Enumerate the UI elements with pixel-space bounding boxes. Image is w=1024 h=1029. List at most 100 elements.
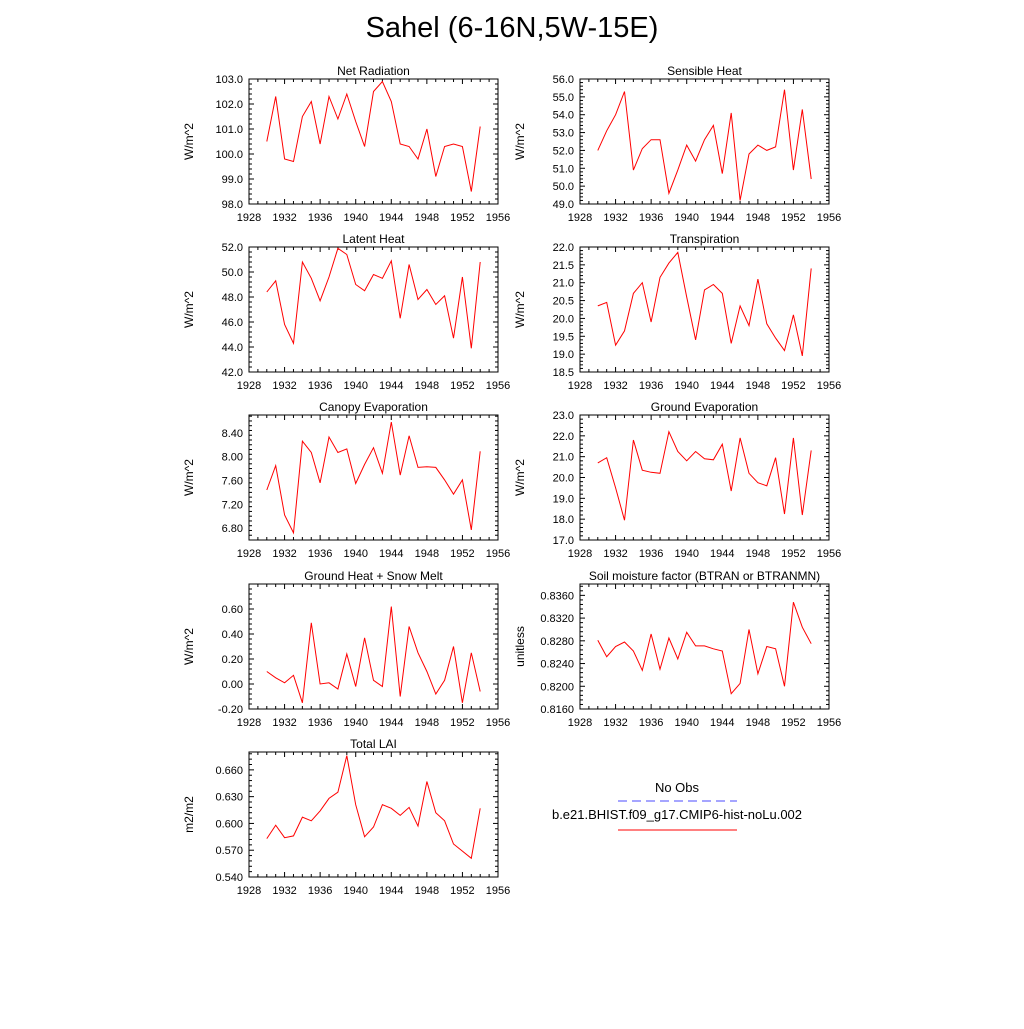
x-tick-label: 1956 — [817, 380, 841, 392]
y-tick-label: 0.8160 — [540, 704, 574, 716]
y-tick-label: 48.0 — [222, 292, 243, 304]
x-tick-label: 1932 — [603, 548, 627, 560]
y-tick-label: 0.630 — [215, 792, 243, 804]
y-tick-label: 0.8320 — [540, 613, 574, 625]
y-tick-label: 0.8200 — [540, 681, 574, 693]
x-tick-label: 1928 — [237, 717, 261, 729]
y-tick-label: 21.0 — [553, 452, 574, 464]
x-tick-label: 1928 — [237, 380, 261, 392]
x-tick-label: 1952 — [781, 380, 805, 392]
x-tick-label: 1944 — [379, 548, 403, 560]
panel-title: Total LAI — [350, 737, 397, 751]
y-tick-label: 0.40 — [222, 629, 243, 641]
x-tick-label: 1952 — [450, 212, 474, 224]
y-tick-label: 0.8360 — [540, 590, 574, 602]
y-tick-label: 49.0 — [553, 199, 574, 211]
y-tick-label: 7.60 — [222, 475, 243, 487]
x-tick-label: 1940 — [674, 548, 698, 560]
x-tick-label: 1936 — [639, 380, 663, 392]
y-tick-label: 0.20 — [222, 654, 243, 666]
x-tick-label: 1940 — [343, 212, 367, 224]
y-tick-label: 20.5 — [553, 296, 574, 308]
x-tick-label: 1956 — [817, 212, 841, 224]
y-tick-label: 18.5 — [553, 367, 574, 379]
x-tick-label: 1932 — [272, 380, 296, 392]
y-tick-label: 20.0 — [553, 473, 574, 485]
x-tick-label: 1948 — [415, 885, 439, 897]
x-tick-label: 1944 — [379, 212, 403, 224]
y-tick-label: 6.80 — [222, 523, 243, 535]
legend: No Obs b.e21.BHIST.f09_g17.CMIP6-hist-noL… — [552, 780, 802, 831]
x-tick-label: 1944 — [379, 885, 403, 897]
x-tick-label: 1932 — [272, 717, 296, 729]
y-tick-label: 101.0 — [215, 124, 243, 136]
y-axis-label: W/m^2 — [182, 291, 196, 328]
y-tick-label: 7.20 — [222, 499, 243, 511]
y-tick-label: 0.60 — [222, 604, 243, 616]
y-tick-label: 44.0 — [222, 342, 243, 354]
x-tick-label: 1948 — [746, 548, 770, 560]
x-tick-label: 1928 — [237, 548, 261, 560]
x-tick-label: 1932 — [272, 885, 296, 897]
y-axis-label: m2/m2 — [182, 796, 196, 833]
panel-9: Total LAI m2/m2 1928 1932 1936 1940 1944 1948 19… — [182, 737, 510, 897]
x-tick-label: 1940 — [343, 548, 367, 560]
x-tick-label: 1956 — [486, 380, 510, 392]
y-tick-label: 22.0 — [553, 431, 574, 443]
x-tick-label: 1940 — [343, 885, 367, 897]
x-tick-label: 1932 — [272, 548, 296, 560]
y-tick-label: 99.0 — [222, 174, 243, 186]
panel-5: Canopy Evaporation W/m^2 1928 1932 1936 1940 1… — [182, 400, 510, 560]
y-axis-label: W/m^2 — [182, 459, 196, 496]
panel-2: Sensible Heat W/m^2 1928 1932 1936 1940 1944 19… — [513, 64, 841, 224]
panel-title: Net Radiation — [337, 64, 410, 78]
series-line — [597, 430, 812, 521]
y-tick-label: 50.0 — [553, 181, 574, 193]
x-tick-label: 1948 — [746, 717, 770, 729]
panel-3: Latent Heat W/m^2 1928 1932 1936 1940 1944 1948… — [182, 232, 510, 392]
x-tick-label: 1956 — [486, 717, 510, 729]
y-tick-label: 52.0 — [553, 145, 574, 157]
x-tick-label: 1936 — [308, 885, 332, 897]
x-tick-label: 1944 — [710, 548, 734, 560]
x-tick-label: 1956 — [817, 717, 841, 729]
plot-frame — [248, 414, 499, 541]
x-tick-label: 1956 — [486, 212, 510, 224]
y-tick-label: 51.0 — [553, 163, 574, 175]
panel-title: Transpiration — [670, 232, 740, 246]
y-tick-label: 19.0 — [553, 349, 574, 361]
y-tick-label: 18.0 — [553, 514, 574, 526]
x-tick-label: 1952 — [450, 717, 474, 729]
x-tick-label: 1928 — [237, 212, 261, 224]
y-axis-label: W/m^2 — [513, 459, 527, 496]
plot-frame — [579, 583, 830, 710]
x-tick-label: 1936 — [308, 380, 332, 392]
y-tick-label: 54.0 — [553, 110, 574, 122]
panel-title: Ground Heat + Snow Melt — [304, 569, 443, 583]
y-tick-label: 21.5 — [553, 260, 574, 272]
y-axis-label: W/m^2 — [513, 123, 527, 160]
y-tick-label: 56.0 — [553, 74, 574, 86]
x-tick-label: 1936 — [308, 548, 332, 560]
x-tick-label: 1940 — [674, 717, 698, 729]
y-tick-label: 8.00 — [222, 452, 243, 464]
x-tick-label: 1940 — [343, 380, 367, 392]
y-tick-label: 0.540 — [215, 872, 243, 884]
y-tick-label: 0.8280 — [540, 636, 574, 648]
plot-frame — [579, 414, 830, 541]
x-tick-label: 1952 — [781, 548, 805, 560]
x-tick-label: 1944 — [379, 380, 403, 392]
x-tick-label: 1932 — [603, 380, 627, 392]
y-tick-label: 46.0 — [222, 317, 243, 329]
x-tick-label: 1944 — [710, 212, 734, 224]
panel-1: Net Radiation W/m^2 1928 1932 1936 1940 1944 19… — [182, 64, 510, 224]
x-tick-label: 1936 — [639, 717, 663, 729]
plot-frame — [248, 751, 499, 878]
plot-frame — [579, 246, 830, 373]
y-tick-label: 19.5 — [553, 331, 574, 343]
y-tick-label: 102.0 — [215, 99, 243, 111]
y-tick-label: 100.0 — [215, 149, 243, 161]
series-line — [597, 602, 812, 695]
series-line — [266, 755, 481, 860]
